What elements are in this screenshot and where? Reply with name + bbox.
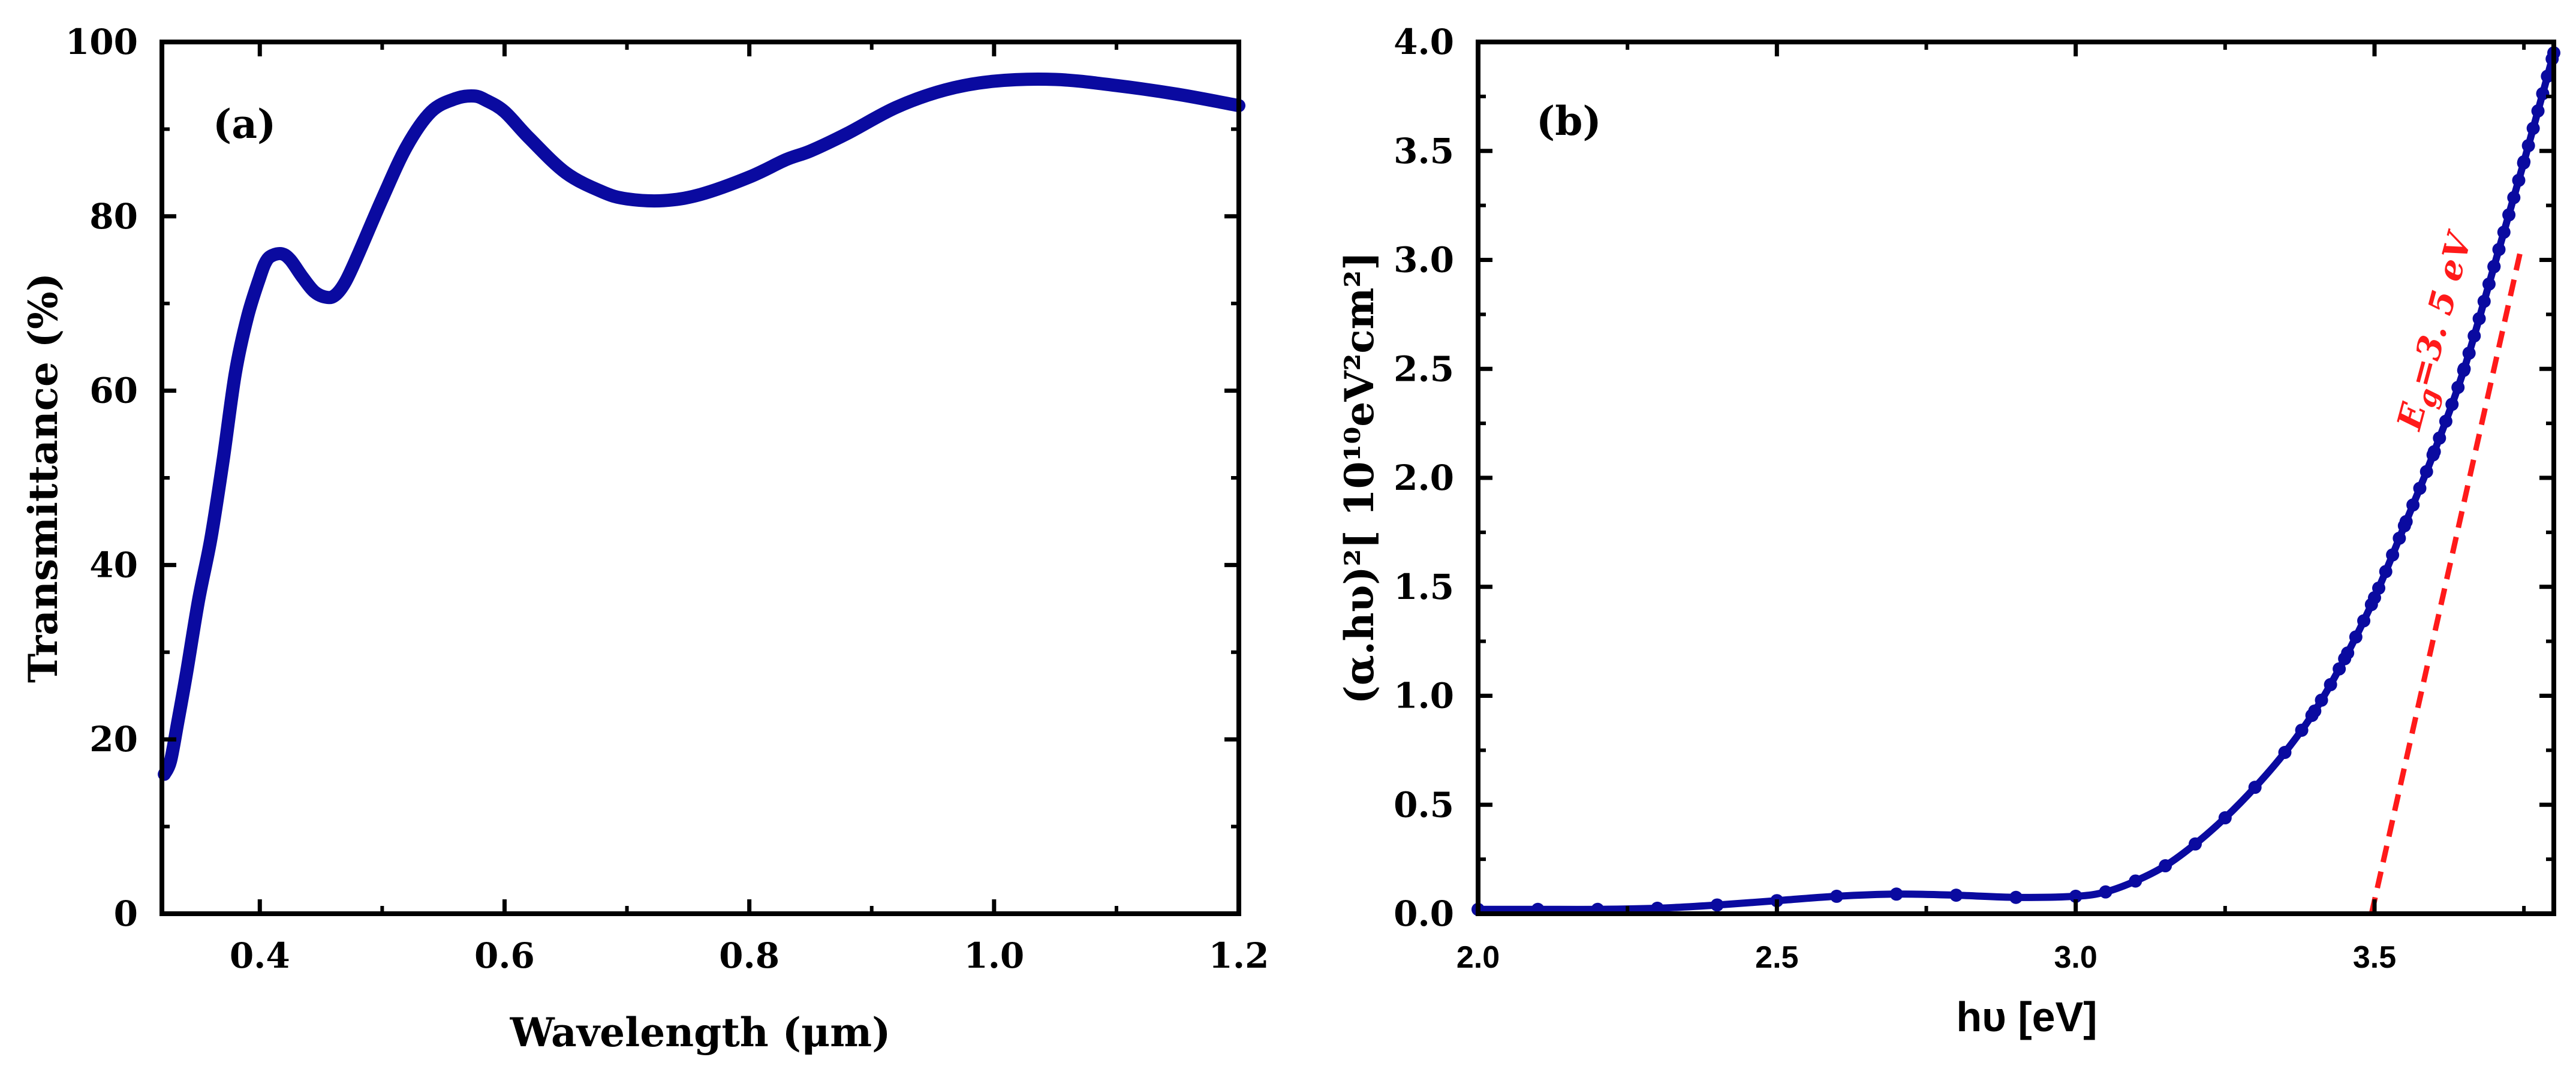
panel-b-data-point [2477, 294, 2491, 308]
panel-b-data-point [2009, 890, 2023, 904]
panel-a-series-line [158, 73, 1245, 781]
panel-b-data-point [2248, 781, 2262, 794]
panel-b-data-point [2457, 362, 2471, 376]
panel-b-data-point [2368, 591, 2381, 604]
panel-b-data-point [2502, 208, 2516, 222]
panel-b-data-point [2451, 381, 2465, 395]
panel-b-y-tick-label: 1.0 [1394, 676, 1454, 716]
panel-b-x-tick-label: 2.0 [1456, 940, 1500, 975]
panel-b-data-point [2386, 548, 2400, 562]
panel-a-x-tick-label: 0.6 [474, 935, 535, 976]
panel-a-y-tick-label: 0 [114, 893, 138, 934]
panel-b-data-point [2526, 122, 2540, 135]
panel-b-data-point [2393, 531, 2406, 545]
panel-b-data-point [2467, 329, 2481, 343]
panel-b-data-point [2531, 104, 2545, 118]
panel-b-y-tick-label: 1.5 [1394, 567, 1454, 607]
panel-b-data-point [2069, 889, 2083, 903]
panel-b-y-axis-title: (α.hυ)²[ 10¹⁰eV²cm²] [1336, 251, 1383, 704]
panel-b-data-point [2349, 630, 2363, 644]
panel-b-plot-area [1471, 46, 2560, 916]
panel-b-data-point [2433, 431, 2446, 445]
panel-b: 2.0 2.5 3.0 3.50.00.51.01.52.02.53.03.54.0 … [1336, 22, 2560, 1040]
panel-a-frame [160, 40, 1241, 916]
panel-b-frame [1476, 40, 2556, 916]
panel-b-y-tick-label: 2.5 [1394, 348, 1454, 389]
panel-b-data-point [2308, 704, 2322, 718]
panel-b-data-point [2357, 614, 2371, 628]
panel-b-data-point [1830, 889, 1843, 903]
panel-b-data-point [2517, 155, 2531, 168]
panel-a-y-tick-label: 40 [89, 544, 138, 585]
panel-b-data-point [2512, 173, 2526, 187]
panel-b-data-point [2492, 243, 2506, 257]
panel-b-data-point [2462, 347, 2476, 360]
panel-b-data-point [2419, 465, 2433, 478]
panel-b-data-point [2406, 498, 2420, 512]
panel-b-data-point [2324, 677, 2337, 691]
panel-b-data-point [1949, 889, 1963, 902]
panel-b-data-point [2472, 312, 2486, 326]
panel-b-y-tick-label: 3.0 [1394, 240, 1454, 281]
panel-b-data-point [2445, 398, 2459, 411]
panel-a-label: (a) [213, 101, 276, 147]
panel-a-y-tick-label: 20 [89, 719, 138, 760]
panel-b-data-point [1710, 898, 1724, 912]
panel-a-y-tick-label: 100 [65, 22, 138, 62]
panel-b-data-point [2536, 87, 2550, 101]
panel-b-data-point [2487, 260, 2501, 273]
panel-b-label: (b) [1536, 98, 1602, 144]
panel-b-data-point [2541, 70, 2554, 83]
panel-a-y-axis-title: Transmittance (%) [20, 273, 67, 683]
panel-b-x-tick-label: 2.5 [1755, 940, 1798, 975]
panel-b-data-point [2507, 191, 2521, 204]
panel-a-x-tick-label: 0.8 [719, 935, 780, 976]
panel-b-x-tick-label: 3.5 [2353, 940, 2396, 975]
panel-b-data-point [2482, 277, 2496, 291]
panel-b-data-point [2129, 874, 2142, 888]
panel-b-fit-line [2369, 248, 2524, 914]
panel-b-data-point [2295, 723, 2309, 737]
panel-a-x-axis-title: Wavelength (μm) [510, 1009, 891, 1056]
panel-b-y-tick-label: 4.0 [1394, 22, 1454, 62]
panel-b-data-point [2189, 837, 2202, 851]
panel-b-data-point [2338, 652, 2352, 666]
panel-b-data-point [2497, 225, 2511, 239]
panel-b-x-axis-title: hυ [eV] [1956, 993, 2097, 1040]
panel-a-y-tick-label: 80 [89, 196, 138, 237]
panel-b-ticks: 2.0 2.5 3.0 3.5 0.0 0.5 1.0 1.5 2.0 2.5 3.0 3.5 4.0 [1394, 22, 2554, 975]
panel-b-y-tick-label: 2.0 [1394, 457, 1454, 498]
panel-b-data-point [2278, 746, 2292, 760]
panel-a-plot-area [158, 73, 1245, 781]
panel-a-ticks: 0.4 0.6 0.8 1.0 1.2 0 20 40 60 80 100 [65, 22, 1269, 976]
panel-b-series-line [1474, 49, 2557, 913]
panel-b-data-point [2315, 693, 2328, 707]
panel-b-y-tick-label: 3.5 [1394, 131, 1454, 171]
panel-b-data-point [2427, 445, 2441, 459]
panel-b-y-tick-label: 0.5 [1394, 784, 1454, 825]
panel-b-data-point [1889, 887, 1903, 901]
panel-a-x-tick-label: 1.0 [964, 935, 1024, 976]
panel-b-data-point [2521, 138, 2535, 152]
panel-b-data-point [2099, 885, 2112, 899]
panel-b-y-tick-label: 0.0 [1394, 893, 1454, 934]
panel-b-data-point [2439, 414, 2452, 428]
panel-b-data-point [2379, 565, 2393, 579]
panel-b-data-point [2413, 481, 2427, 495]
panel-b-x-tick-label: 3.0 [2054, 940, 2097, 975]
panel-b-data-point [2218, 811, 2232, 825]
panel-a-y-tick-label: 60 [89, 371, 138, 411]
panel-b-data-point [2397, 519, 2411, 532]
panel-a-x-tick-label: 1.2 [1209, 935, 1269, 976]
panel-b-data-point [2333, 662, 2346, 676]
panel-b-data-point [2159, 859, 2172, 873]
panel-a-x-tick-label: 0.4 [230, 935, 290, 976]
panel-a: 0.4 0.6 0.8 1.0 1.2 0 20 40 60 80 100 (a) Waveleng… [20, 22, 1269, 1056]
